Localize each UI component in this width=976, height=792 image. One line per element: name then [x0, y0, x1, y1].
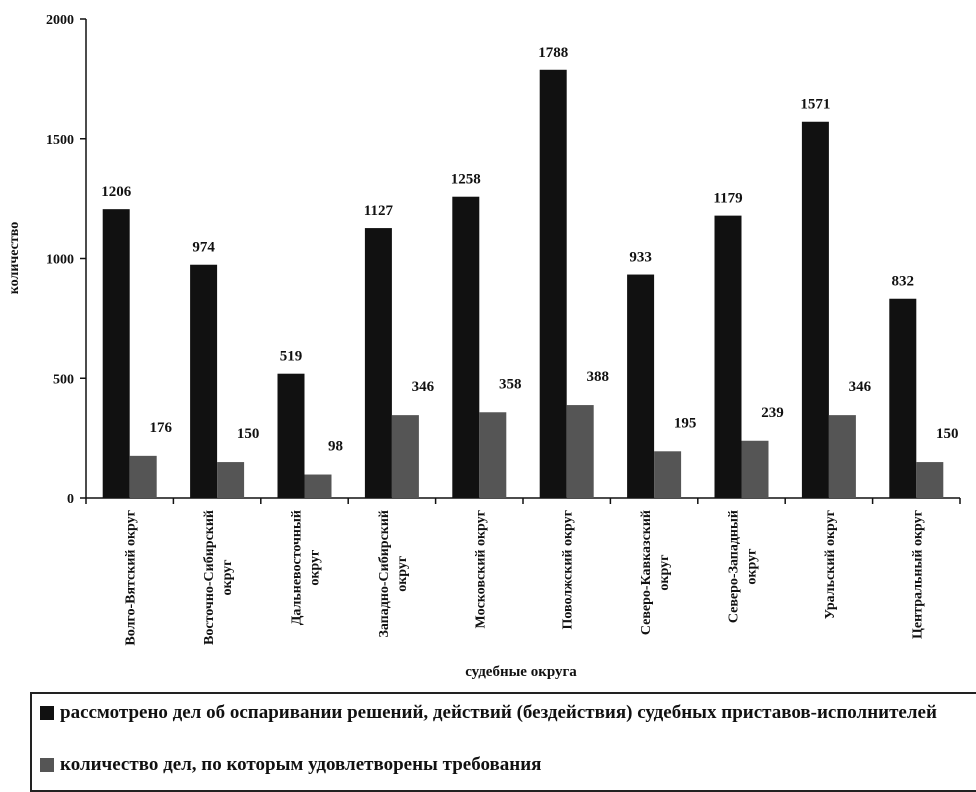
x-tick-label-line: Дальневосточный	[290, 510, 305, 625]
x-tick-label-line: округ	[657, 555, 672, 591]
bar-satisfied	[828, 415, 856, 498]
x-tick-label: Северо-Кавказский округ	[639, 510, 672, 635]
data-label: 832	[892, 274, 915, 290]
x-tick-label-line: округ	[308, 550, 323, 586]
y-axis-label: количество	[7, 222, 22, 294]
x-tick-labels: Волго-Вятский округ Восточно-Сибирский окр…	[124, 510, 926, 646]
bar-reviewed	[190, 264, 218, 498]
x-tick-label-line: Центральный округ	[910, 510, 925, 639]
data-label: 176	[149, 420, 172, 436]
bar-reviewed	[539, 69, 567, 499]
legend-item-reviewed: рассмотрено дел об оспаривании решений, …	[40, 702, 960, 724]
legend-swatch-reviewed	[40, 706, 54, 720]
data-label: 150	[936, 426, 959, 442]
x-tick-label-line: Западно-Сибирский	[377, 510, 392, 638]
data-label: 195	[674, 415, 697, 431]
data-label: 933	[629, 250, 652, 266]
data-label: 1206	[101, 184, 132, 200]
legend-label-satisfied: количество дел, по которым удовлетворены…	[60, 754, 542, 775]
bar-satisfied	[479, 412, 507, 498]
bar-reviewed	[801, 121, 829, 499]
bar-satisfied	[916, 462, 944, 498]
x-tick-label-line: округ	[745, 549, 760, 585]
data-label: 519	[280, 349, 303, 365]
bar-reviewed	[102, 209, 130, 498]
data-label: 98	[328, 439, 343, 455]
legend-swatch-satisfied	[40, 758, 54, 772]
x-axis-label: судебные округа	[465, 664, 577, 680]
data-label: 388	[586, 369, 609, 385]
bar-satisfied	[741, 440, 769, 498]
x-tick-label: Северо-Западный округ	[727, 510, 760, 623]
x-tick-label: Волго-Вятский округ	[124, 510, 139, 646]
bar-satisfied	[304, 474, 332, 498]
bar-satisfied	[391, 415, 419, 498]
x-tick-label: Дальневосточный округ	[290, 510, 323, 625]
data-label: 974	[192, 240, 215, 256]
x-tick-label-line: Северо-Западный	[727, 510, 742, 623]
data-label: 346	[412, 379, 435, 395]
data-label: 1258	[451, 172, 481, 188]
x-tick-label-line: Северо-Кавказский	[639, 510, 654, 635]
x-tick-label-line: округ	[220, 559, 235, 595]
data-label: 150	[237, 426, 260, 442]
y-tick-label: 1500	[46, 133, 74, 148]
x-tick-label-line: Поволжский округ	[561, 510, 576, 630]
bar-reviewed	[277, 373, 305, 498]
y-tick-label: 500	[53, 372, 74, 387]
bar-reviewed	[714, 215, 742, 498]
bar-satisfied	[129, 455, 157, 498]
x-tick-label: Поволжский округ	[561, 510, 576, 630]
bars	[102, 69, 944, 499]
x-tick-label: Московский округ	[473, 510, 488, 628]
legend-item-satisfied: количество дел, по которым удовлетворены…	[40, 754, 960, 776]
x-tick-label: Западно-Сибирский округ	[377, 510, 410, 638]
legend: рассмотрено дел об оспаривании решений, …	[30, 692, 976, 792]
data-label: 1179	[713, 191, 742, 207]
bar-satisfied	[654, 451, 682, 498]
bar-satisfied	[217, 462, 245, 498]
data-label: 1788	[538, 45, 568, 61]
x-tick-label: Центральный округ	[910, 510, 925, 639]
bar-satisfied	[566, 405, 594, 498]
x-tick-label-line: округ	[395, 556, 410, 592]
y-tick-label: 0	[67, 492, 74, 507]
data-label: 346	[849, 379, 872, 395]
y-tick-label: 2000	[46, 13, 74, 28]
bar-reviewed	[627, 274, 655, 498]
x-tick-label-line: Восточно-Сибирский	[202, 510, 217, 645]
data-label: 1127	[364, 203, 394, 219]
bar-reviewed	[452, 196, 480, 499]
data-labels: 1206 974 519 1127 1258 1788 933 1179 1571 832 176 1…	[101, 45, 958, 455]
x-tick-label: Восточно-Сибирский округ	[202, 510, 235, 645]
x-tick-label-line: Волго-Вятский округ	[124, 510, 139, 646]
bar-chart: 0 500 1000 1500 2000 1206 974 519 1127 1258 1788 9…	[7, 13, 961, 680]
legend-label-reviewed: рассмотрено дел об оспаривании решений, …	[60, 702, 937, 723]
bar-reviewed	[889, 298, 917, 498]
data-label: 239	[761, 405, 784, 421]
data-label: 358	[499, 376, 522, 392]
x-tick-label-line: Уральский округ	[823, 510, 838, 619]
data-label: 1571	[800, 97, 830, 113]
x-tick-label-line: Московский округ	[473, 510, 488, 628]
y-tick-label: 1000	[46, 253, 74, 268]
bar-reviewed	[364, 228, 392, 498]
x-tick-label: Уральский округ	[823, 510, 838, 619]
